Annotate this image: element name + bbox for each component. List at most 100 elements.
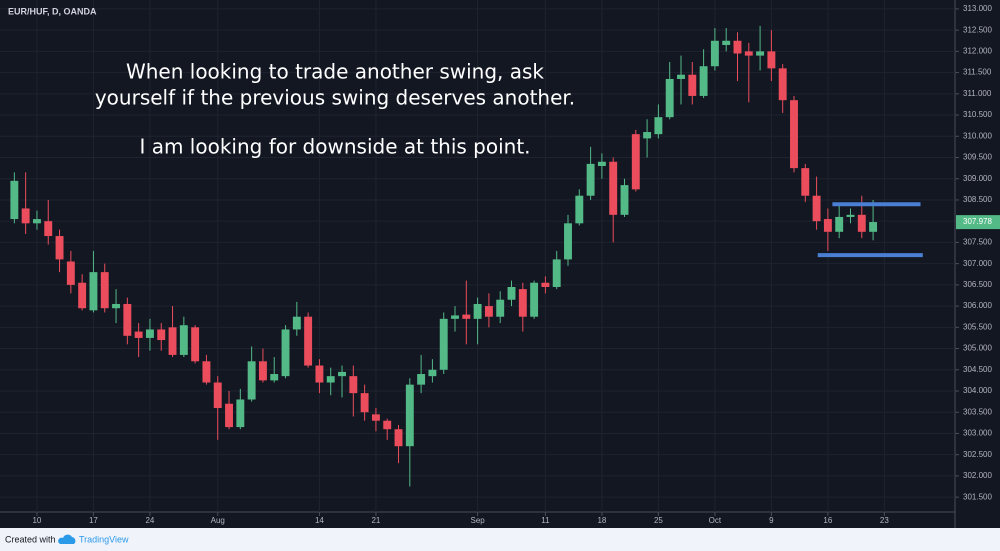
x-tick-label: Oct: [709, 516, 722, 525]
candle-body: [157, 329, 166, 341]
candle-body: [756, 51, 765, 56]
y-tick-label: 313.000: [963, 4, 992, 13]
candle-body: [428, 369, 437, 377]
candle-body: [835, 216, 844, 232]
x-tick-label: 21: [371, 516, 380, 525]
candle-body: [722, 40, 731, 46]
candle-body: [496, 299, 505, 317]
candle-body: [191, 327, 200, 362]
candle-body: [677, 74, 685, 79]
candle-body: [304, 316, 313, 366]
footer-brand[interactable]: TradingView: [79, 534, 129, 544]
labels: 301.500 302.000 302.500 303.000 303.500 304.0…: [32, 4, 1000, 525]
candle-body: [202, 361, 211, 383]
candle-body: [225, 403, 233, 428]
candle-body: [451, 315, 459, 319]
y-tick-label: 305.000: [963, 344, 992, 353]
candles: [10, 25, 923, 487]
candle-body: [778, 68, 787, 101]
y-tick-label: 306.000: [963, 301, 992, 310]
candle-body: [631, 134, 640, 190]
x-tick-label: Sep: [470, 516, 485, 525]
x-tick-label: 14: [315, 516, 324, 525]
y-tick-label: 311.500: [963, 68, 992, 77]
y-tick-label: 303.000: [963, 429, 992, 438]
candle-body: [801, 168, 810, 196]
x-tick-label: 24: [145, 516, 154, 525]
y-tick-label: 306.500: [963, 280, 992, 289]
candle-body: [710, 40, 719, 67]
y-tick-label: 311.000: [963, 89, 992, 98]
candle-body: [78, 282, 87, 309]
candle-body: [564, 223, 572, 260]
candle-body: [417, 374, 426, 385]
x-tick-label: 11: [541, 516, 550, 525]
candle-body: [462, 314, 471, 319]
x-tick-label: Aug: [211, 516, 225, 525]
candle-body: [270, 374, 279, 381]
annotation-line: I am looking for downside at this point.: [139, 135, 530, 159]
candle-body: [360, 393, 369, 413]
y-tick-label: 307.500: [963, 238, 992, 247]
candle-body: [21, 208, 30, 224]
candle-body: [66, 261, 75, 285]
candle-body: [846, 214, 855, 217]
candle-body: [541, 282, 550, 287]
candle-body: [439, 318, 448, 370]
candle-body: [857, 214, 866, 232]
x-tick-label: 23: [880, 516, 889, 525]
candle-body: [134, 331, 143, 338]
candle-body: [89, 272, 98, 311]
y-tick-label: 303.500: [963, 407, 992, 416]
candle-body: [281, 329, 290, 377]
candle-body: [507, 286, 516, 300]
last-price-label: 307.978: [963, 217, 992, 226]
candle-body: [32, 219, 41, 224]
candle-body: [326, 376, 335, 383]
candle-body: [518, 289, 527, 317]
candle-body: [292, 316, 301, 330]
candle-body: [620, 185, 629, 215]
y-tick-label: 307.000: [963, 259, 992, 268]
candle-body: [733, 40, 742, 54]
candle-body: [394, 429, 403, 447]
candle-body: [699, 66, 708, 96]
candle-body: [767, 51, 776, 69]
tradingview-logo: [58, 534, 76, 544]
y-tick-label: 309.000: [963, 174, 992, 183]
candle-body: [597, 161, 606, 166]
candle-body: [168, 327, 177, 355]
x-tick-label: 16: [823, 516, 832, 525]
x-tick-label: 10: [32, 516, 41, 525]
candle-body: [179, 325, 188, 355]
candle-body: [44, 221, 53, 237]
candle-body: [530, 282, 539, 317]
candle-body: [812, 195, 821, 222]
candle-body: [123, 303, 132, 336]
candle-body: [790, 100, 798, 169]
y-tick-label: 310.000: [963, 131, 992, 140]
candle-body: [258, 361, 267, 381]
candle-body: [744, 51, 753, 56]
candle-body: [654, 117, 663, 135]
y-tick-label: 310.500: [963, 110, 992, 119]
candle-body: [213, 382, 222, 408]
y-tick-label: 302.500: [963, 450, 992, 459]
y-tick-label: 301.500: [963, 492, 992, 501]
candle-body: [338, 371, 346, 377]
y-tick-label: 304.500: [963, 365, 992, 374]
candle-body: [688, 74, 697, 96]
candle-body: [349, 376, 358, 394]
y-tick-label: 308.500: [963, 195, 992, 204]
candle-body: [100, 272, 109, 309]
y-tick-label: 312.000: [963, 46, 992, 55]
y-tick-label: 312.500: [963, 25, 992, 34]
last-price-box: [956, 215, 1000, 230]
candle-body: [665, 78, 674, 118]
candle-body: [145, 329, 154, 338]
candle-body: [586, 163, 595, 196]
x-tick-label: 17: [89, 516, 98, 525]
candle-body: [609, 161, 618, 215]
candle-body: [869, 222, 878, 232]
